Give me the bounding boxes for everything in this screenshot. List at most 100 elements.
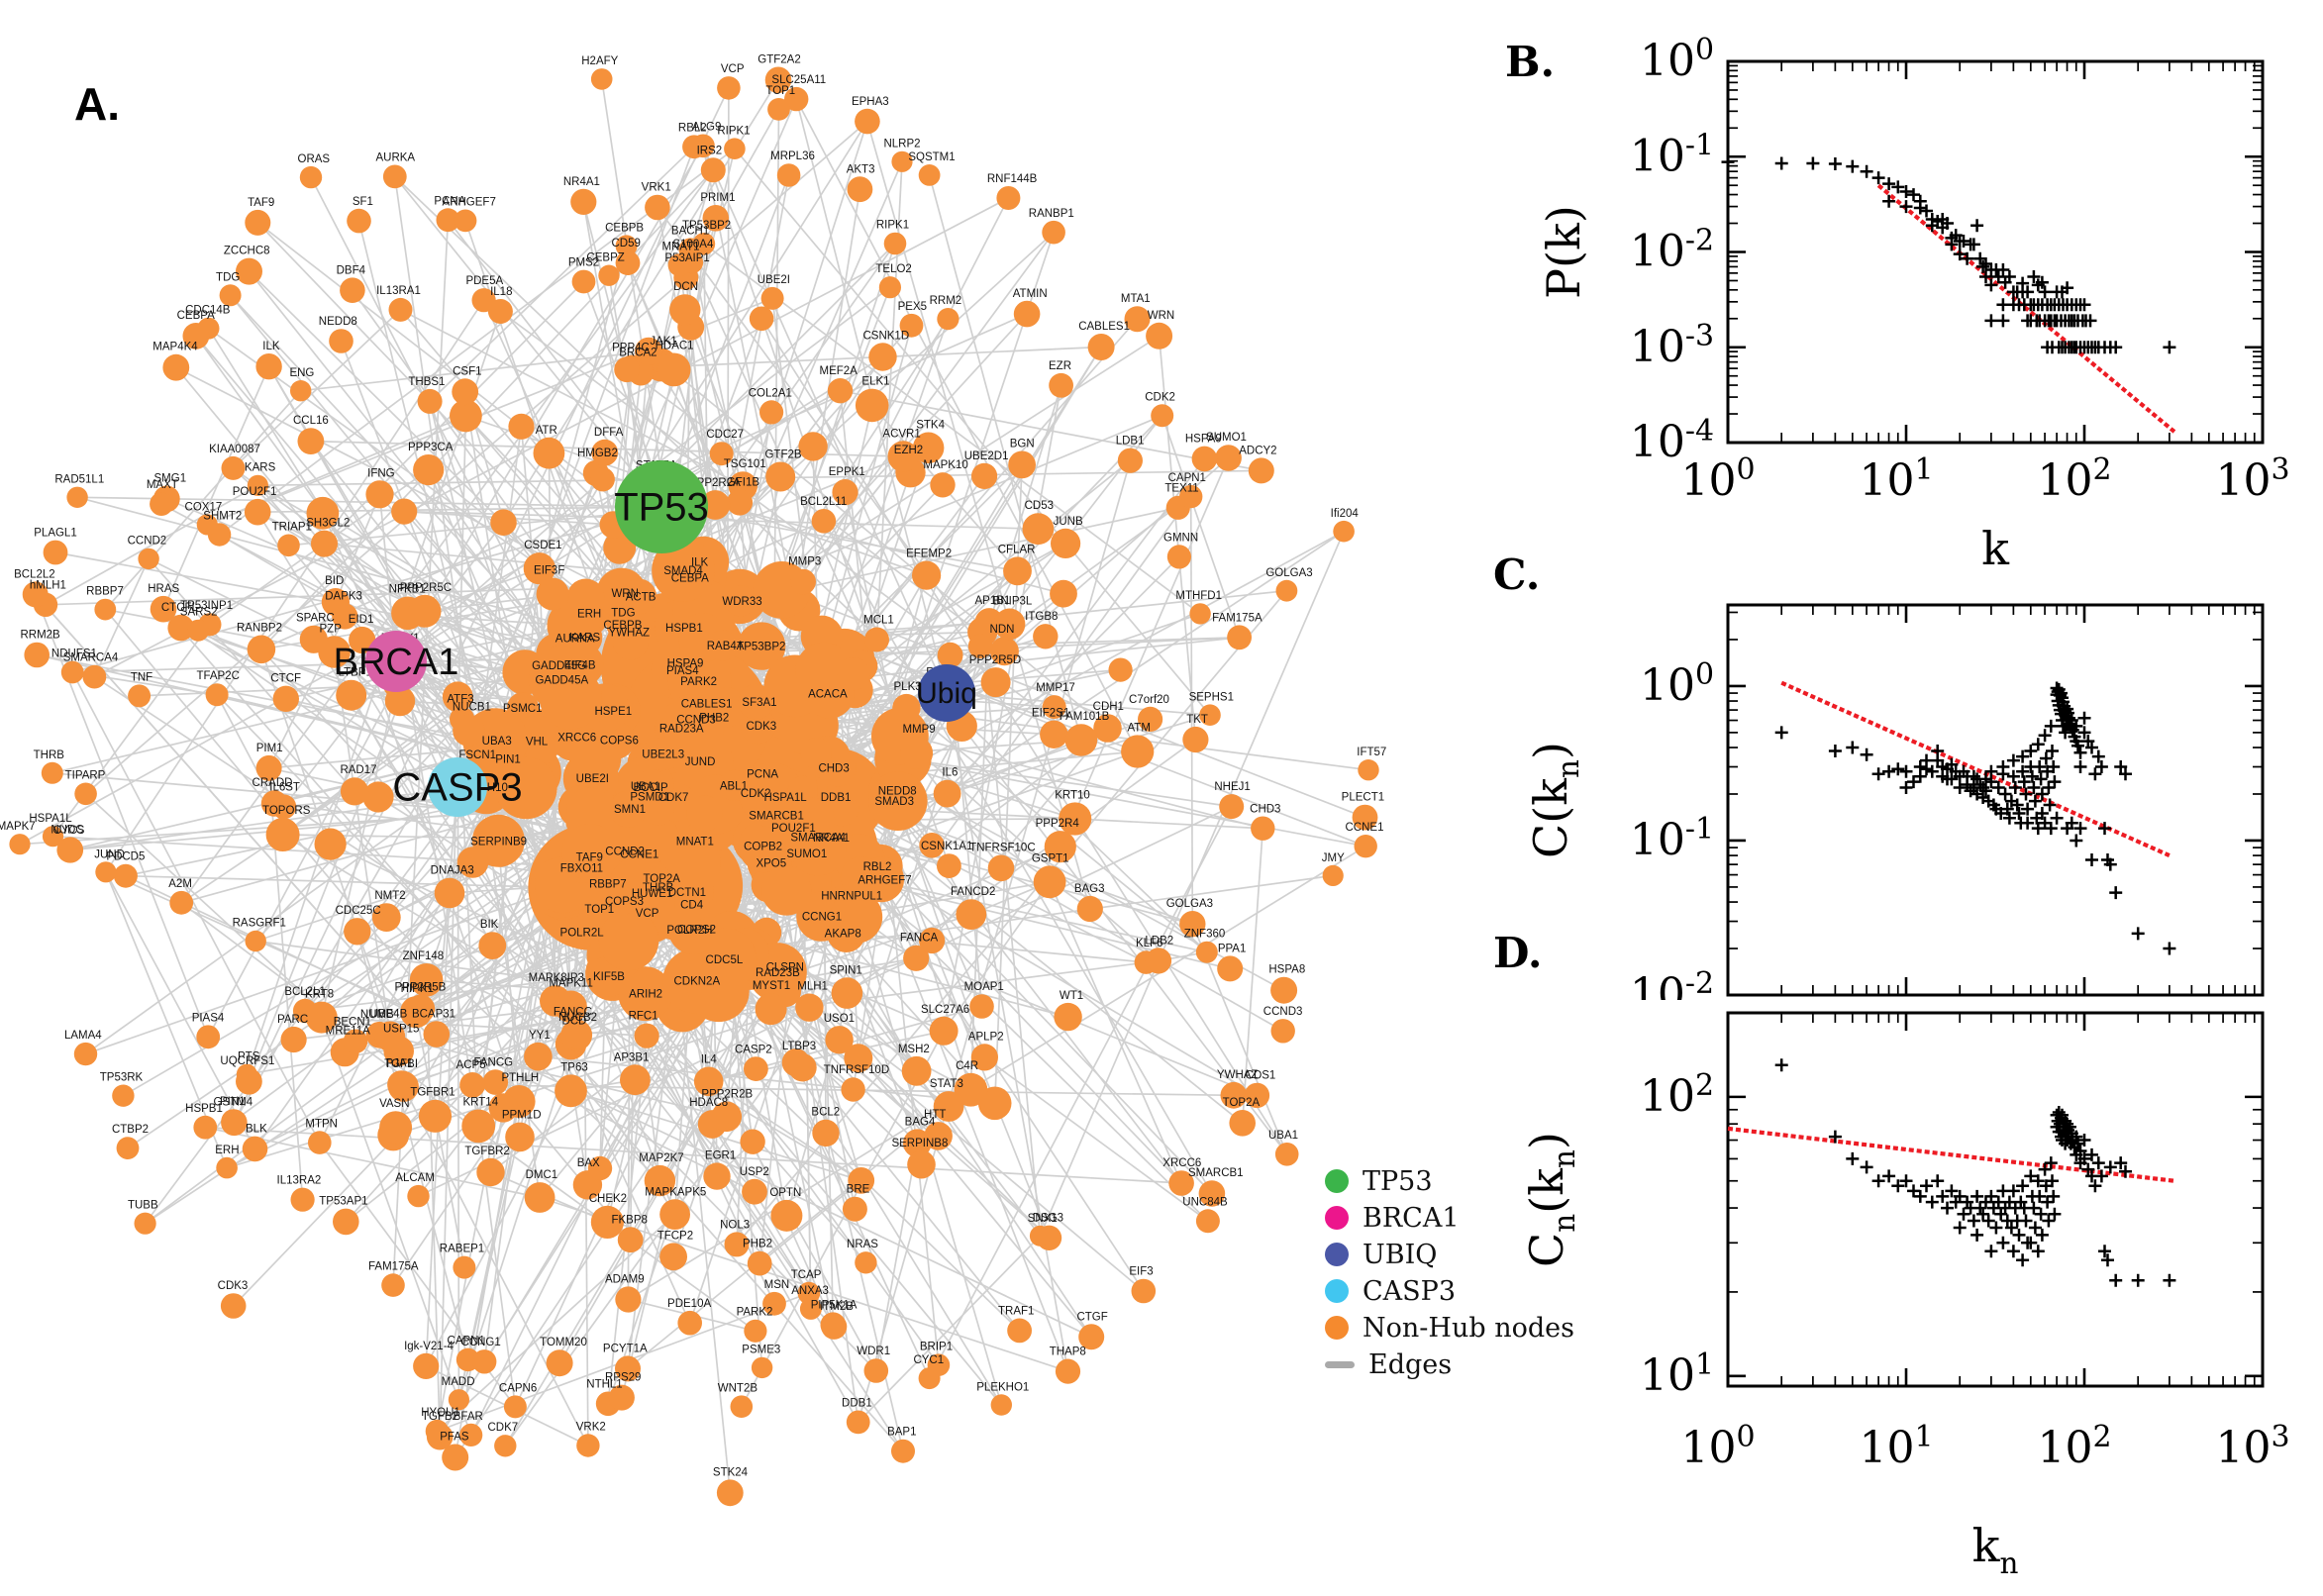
- network-node-label: TRIAP1: [272, 521, 312, 533]
- network-node-label: CAPN1: [448, 1336, 485, 1347]
- network-node-label: NDN: [990, 624, 1015, 636]
- network-node: [703, 1162, 731, 1190]
- network-node-label: LTBP3: [782, 1041, 816, 1052]
- network-node-label: DAPK3: [325, 590, 362, 602]
- network-node-label: GOLGA3: [1166, 898, 1213, 910]
- network-node: [901, 1055, 932, 1086]
- network-node: [645, 194, 670, 221]
- network-node: [1248, 457, 1274, 484]
- network-node: [855, 108, 880, 135]
- network-node-label: UBA3: [482, 736, 512, 748]
- network-node-label: HSPB1: [185, 1103, 223, 1115]
- network-node: [566, 787, 613, 834]
- network-node: [687, 960, 750, 1023]
- network-node-label: GOLGA3: [1265, 567, 1312, 579]
- network-node: [1182, 726, 1209, 753]
- network-nodes: [9, 66, 1379, 1507]
- network-node: [236, 1067, 262, 1095]
- network-node: [382, 164, 407, 189]
- network-node: [765, 461, 796, 492]
- plot-frame: [1726, 59, 2265, 445]
- nonhub-dot-icon: [1325, 1316, 1349, 1340]
- network-node-label: UBA1: [1268, 1130, 1298, 1142]
- tick-label: 10-2: [1630, 224, 1714, 277]
- network-node: [827, 378, 854, 404]
- network-node: [1275, 579, 1298, 602]
- network-node-label: PIP5K1A: [811, 1300, 858, 1312]
- network-node-label: MAP2K7: [639, 1152, 683, 1164]
- network-node-label: BGN: [1010, 439, 1035, 450]
- network-node-label: BRCA2: [619, 347, 656, 358]
- network-node: [980, 667, 1011, 698]
- network-node-label: CYC1: [913, 1354, 944, 1366]
- network-node-label: BID: [325, 575, 344, 587]
- network-node-label: PPA1: [1218, 944, 1247, 955]
- network-node-label: SMN1: [614, 804, 646, 816]
- network-node-label: LAMA4: [64, 1030, 102, 1042]
- fit-line: [1876, 183, 2176, 434]
- network-node: [524, 1182, 556, 1213]
- network-node: [764, 66, 792, 94]
- network-node-label: H2AFY: [581, 55, 618, 67]
- network-node-label: MYST1: [753, 980, 790, 992]
- network-node-label: CDKN2A: [673, 976, 720, 988]
- network-node-label: KIAA0087: [209, 444, 260, 455]
- network-node: [891, 1439, 915, 1463]
- network-node: [1064, 724, 1098, 756]
- network-node: [565, 1025, 591, 1049]
- network-node-label: BAG4: [905, 1116, 936, 1128]
- network-node: [388, 297, 413, 322]
- network-node: [1054, 1002, 1082, 1032]
- network-node: [863, 1358, 889, 1383]
- network-node-label: PMS2: [568, 257, 599, 269]
- network-node-label: ITGB8: [1025, 611, 1058, 623]
- network-node: [425, 1419, 450, 1444]
- network-node-label: YY1: [529, 1030, 551, 1042]
- network-node-label: AKAP8: [825, 929, 861, 941]
- network-node-label: CCND2: [605, 847, 645, 858]
- network-node-label: ARHGEF7: [443, 197, 496, 209]
- network-node-label: BIK: [480, 919, 499, 931]
- network-node-label: PPP3CA: [408, 442, 454, 453]
- network-node: [811, 509, 837, 534]
- network-node-label: ERH: [215, 1145, 239, 1156]
- network-node: [182, 323, 210, 349]
- network-node: [311, 530, 338, 557]
- network-node-label: CHD3: [1250, 803, 1280, 815]
- network-node-label: TOPORS: [262, 805, 311, 817]
- network-node: [150, 595, 177, 623]
- network-node-label: HSPA1L: [29, 813, 72, 825]
- network-node: [1179, 911, 1206, 938]
- network-node: [929, 1016, 959, 1046]
- network-node-label: UBE2L3: [642, 749, 684, 761]
- network-node: [790, 568, 816, 595]
- network-node: [700, 157, 726, 183]
- network-node: [711, 1101, 743, 1133]
- network-node: [540, 985, 571, 1017]
- network-node: [970, 1044, 999, 1071]
- network-node-label: RAD23B: [756, 967, 800, 979]
- network-node-label: AP3B1: [614, 1051, 650, 1063]
- network-node-label: HSPE1: [594, 706, 632, 718]
- network-node: [737, 622, 786, 670]
- network-node-label: ENG: [289, 367, 314, 379]
- network-node-label: IL6: [942, 767, 958, 779]
- network-node-label: PLEKHO1: [976, 1381, 1029, 1393]
- network-node: [1354, 835, 1377, 858]
- network-node: [795, 993, 824, 1022]
- network-node-label: NHEJ1: [1214, 781, 1250, 793]
- network-node: [1195, 941, 1218, 963]
- network-node-label: PDE10A: [667, 1298, 711, 1310]
- network-node-label: GADD45A: [535, 675, 588, 687]
- plot-frame: [1726, 1011, 2265, 1388]
- network-node-label: DDB1: [821, 792, 852, 804]
- network-node-label: PDCD5: [106, 851, 145, 863]
- network-node: [907, 1149, 936, 1179]
- network-node: [620, 1064, 651, 1096]
- network-node: [1215, 445, 1242, 471]
- network-node-label: KRT10: [1055, 789, 1090, 801]
- network-node: [448, 1389, 469, 1411]
- network-node: [1179, 484, 1203, 509]
- network-node: [1076, 895, 1103, 923]
- network-node: [1044, 831, 1076, 863]
